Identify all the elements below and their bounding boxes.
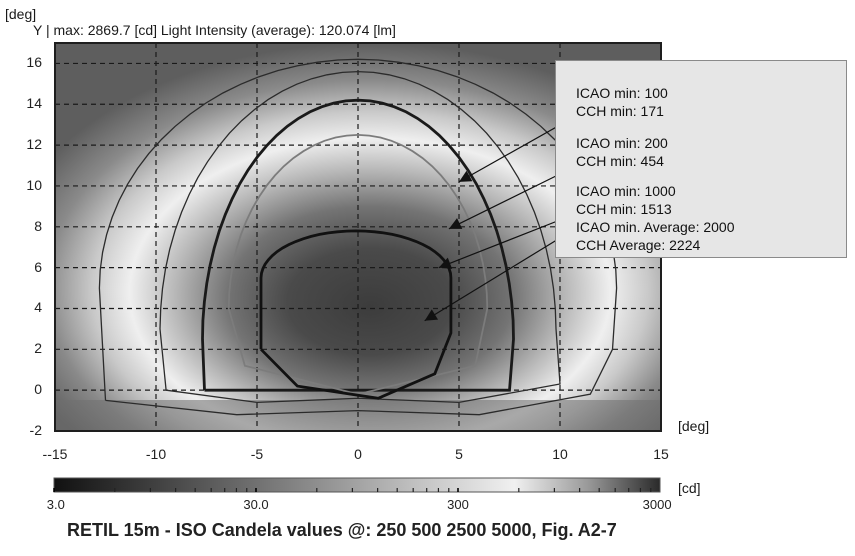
colorbar-tick-label: 300: [447, 497, 469, 512]
contour-inner: [227, 133, 489, 396]
colorbar-tick-label: 30.0: [243, 497, 269, 512]
x-tick-label: 0: [354, 446, 362, 462]
annotation-line: ICAO min: 1000: [576, 183, 676, 199]
annotation-line: CCH min: 171: [576, 103, 664, 119]
y-tick-label: 10: [26, 176, 42, 193]
annotation-arrowhead: [459, 170, 473, 182]
y-tick-label: 12: [26, 136, 42, 153]
colorbar-tick-label: 3000: [642, 497, 672, 512]
annotation-arrow-line: [448, 173, 561, 230]
annotation-line: CCH min: 454: [576, 153, 664, 169]
annotation-line: ICAO min: 100: [576, 85, 668, 101]
annotation-arrow-line: [424, 237, 561, 322]
y-tick-label: 2: [34, 340, 42, 357]
x-tick-label: -10: [145, 446, 167, 462]
y-tick-label: 0: [34, 381, 42, 398]
x-tick-label: 10: [552, 446, 568, 462]
annotation-arrows: [424, 124, 561, 322]
contour-500: [159, 70, 561, 404]
annotation-arrowhead: [438, 257, 453, 269]
x-tick-label: 5: [455, 446, 463, 462]
annotation-arrowhead: [424, 309, 439, 321]
figure-caption: RETIL 15m - ISO Candela values @: 250 50…: [67, 520, 617, 540]
y-tick-label: 8: [34, 217, 42, 234]
annotation-arrow-line: [458, 124, 561, 183]
annotation-arrowhead: [448, 218, 463, 229]
y-tick-label: 6: [34, 258, 42, 275]
colorbar: [53, 477, 661, 493]
chart-header: Y | max: 2869.7 [cd] Light Intensity (av…: [33, 22, 396, 38]
annotation-line: ICAO min. Average: 2000: [576, 219, 735, 235]
y-tick-label: 16: [26, 54, 42, 71]
y-tick-label: -2: [29, 422, 42, 438]
x-tick-label: 15: [653, 446, 669, 462]
annotation-arrow-line: [438, 219, 561, 269]
annotation-line: CCH min: 1513: [576, 201, 672, 217]
y-tick-label: 14: [26, 95, 42, 112]
annotation-line: ICAO min: 200: [576, 135, 668, 151]
colorbar-tick-label: 3.0: [46, 497, 65, 512]
x-tick-label: -5: [250, 446, 264, 462]
annotation-line: CCH Average: 2224: [576, 237, 701, 253]
x-axis-label: [deg]: [678, 418, 710, 434]
colorbar-unit: [cd]: [678, 480, 701, 496]
y-axis-label: [deg]: [5, 6, 37, 22]
annotation-box: ICAO min: 100 CCH min: 171 ICAO min: 200…: [555, 60, 847, 258]
contour-2500: [201, 98, 515, 392]
contour-5000: [259, 229, 453, 400]
y-tick-label: 4: [34, 299, 42, 316]
x-tick-label: --15: [42, 446, 68, 462]
